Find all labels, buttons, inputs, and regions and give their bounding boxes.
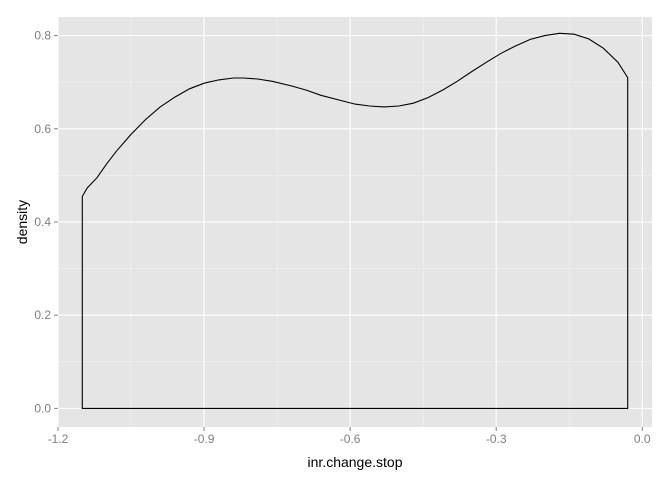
x-tick-label: -1.2 [48,432,69,446]
x-tick-label: -0.3 [486,432,507,446]
x-axis-title: inr.change.stop [308,454,403,470]
x-axis: -1.2 -0.9 -0.6 -0.3 0.0 [48,427,651,446]
y-tick-label: 0.8 [34,29,51,43]
y-tick-label: 0.4 [34,215,51,229]
y-tick-label: 0.2 [34,308,51,322]
y-axis: 0.0 0.2 0.4 0.6 0.8 [34,29,58,415]
density-outline [81,32,629,409]
y-tick-label: 0.0 [34,401,51,415]
x-tick-label: 0.0 [634,432,651,446]
y-tick-label: 0.6 [34,122,51,136]
x-tick-label: -0.9 [194,432,215,446]
y-axis-title: density [14,200,30,244]
x-tick-label: -0.6 [340,432,361,446]
